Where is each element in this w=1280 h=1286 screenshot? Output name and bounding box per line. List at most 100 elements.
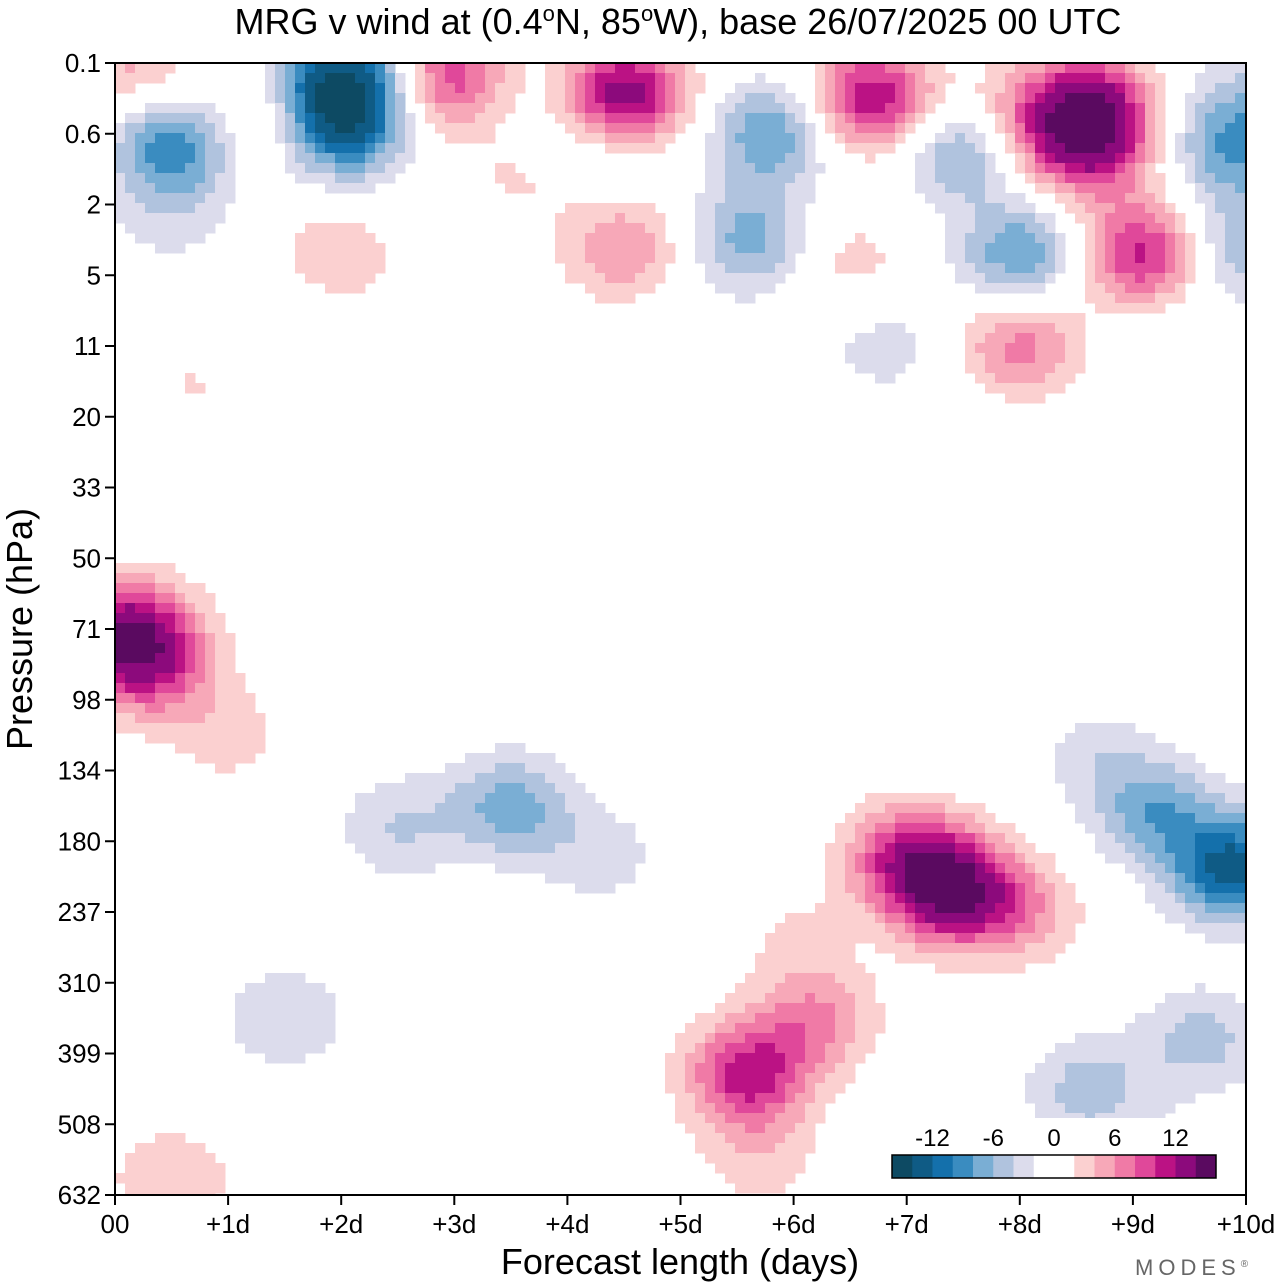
field-cell	[975, 903, 986, 914]
field-cell	[1035, 863, 1046, 874]
field-cell	[805, 953, 816, 964]
field-cell	[1155, 1043, 1166, 1054]
field-cell	[425, 93, 436, 104]
field-cell	[985, 853, 996, 864]
field-cell	[595, 203, 606, 214]
field-cell	[465, 853, 476, 864]
field-cell	[935, 833, 946, 844]
field-cell	[865, 113, 876, 124]
field-cell	[1115, 803, 1126, 814]
field-cell	[1195, 1003, 1206, 1014]
field-cell	[855, 893, 866, 904]
field-cell	[695, 73, 706, 84]
field-cell	[455, 93, 466, 104]
x-tick-label: +3d	[432, 1209, 476, 1239]
field-cell	[225, 673, 236, 684]
field-cell	[805, 183, 816, 194]
field-cell	[475, 793, 486, 804]
field-cell	[1015, 213, 1026, 224]
field-cell	[1215, 153, 1226, 164]
field-cell	[1045, 883, 1056, 894]
field-cell	[765, 1103, 776, 1114]
field-cell	[755, 973, 766, 984]
field-cell	[475, 123, 486, 134]
field-cell	[115, 683, 126, 694]
field-cell	[1085, 763, 1096, 774]
field-cell	[755, 993, 766, 1004]
field-cell	[195, 133, 206, 144]
field-cell	[1185, 913, 1196, 924]
field-cell	[865, 73, 876, 84]
field-cell	[195, 723, 206, 734]
field-cell	[945, 233, 956, 244]
field-cell	[1005, 933, 1016, 944]
field-cell	[135, 113, 146, 124]
field-cell	[375, 813, 386, 824]
field-cell	[865, 263, 876, 274]
field-cell	[155, 1143, 166, 1154]
field-cell	[185, 643, 196, 654]
field-cell	[1235, 73, 1246, 84]
field-cell	[1215, 163, 1226, 174]
field-cell	[1155, 273, 1166, 284]
field-cell	[855, 353, 866, 364]
field-cell	[915, 813, 926, 824]
field-cell	[395, 153, 406, 164]
field-cell	[955, 893, 966, 904]
field-cell	[145, 573, 156, 584]
field-cell	[1015, 373, 1026, 384]
field-cell	[625, 833, 636, 844]
field-cell	[925, 143, 936, 154]
field-cell	[1115, 1043, 1126, 1054]
field-cell	[985, 103, 996, 114]
field-cell	[965, 863, 976, 874]
field-cell	[745, 1033, 756, 1044]
field-cell	[1125, 843, 1136, 854]
field-cell	[955, 803, 966, 814]
field-cell	[855, 133, 866, 144]
field-cell	[325, 73, 336, 84]
field-cell	[875, 903, 886, 914]
field-cell	[355, 93, 366, 104]
field-cell	[825, 1053, 836, 1064]
field-cell	[1155, 863, 1166, 874]
field-cell	[705, 143, 716, 154]
field-cell	[585, 93, 596, 104]
field-cell	[595, 233, 606, 244]
field-cell	[785, 153, 796, 164]
field-cell	[1185, 233, 1196, 244]
field-cell	[395, 123, 406, 134]
field-cell	[1175, 283, 1186, 294]
field-cell	[735, 83, 746, 94]
field-cell	[415, 813, 426, 824]
field-cell	[265, 1053, 276, 1064]
field-cell	[1155, 133, 1166, 144]
field-cell	[785, 1143, 796, 1154]
field-cell	[685, 1103, 696, 1114]
field-cell	[1055, 363, 1066, 374]
field-cell	[1195, 813, 1206, 824]
field-cell	[1195, 103, 1206, 114]
field-cell	[1195, 1053, 1206, 1064]
field-cell	[815, 913, 826, 924]
field-cell	[135, 1143, 146, 1154]
field-cell	[865, 863, 876, 874]
field-cell	[1205, 103, 1216, 114]
field-cell	[305, 133, 316, 144]
field-cell	[1155, 1073, 1166, 1084]
field-cell	[1025, 213, 1036, 224]
field-cell	[825, 853, 836, 864]
field-cell	[965, 143, 976, 154]
field-cell	[765, 203, 776, 214]
field-cell	[145, 703, 156, 714]
field-cell	[975, 343, 986, 354]
field-cell	[1095, 93, 1106, 104]
field-cell	[965, 173, 976, 184]
field-cell	[195, 143, 206, 154]
field-cell	[855, 1033, 866, 1044]
field-cell	[775, 83, 786, 94]
field-cell	[135, 703, 146, 714]
field-cell	[755, 983, 766, 994]
field-cell	[515, 793, 526, 804]
field-cell	[125, 1173, 136, 1184]
